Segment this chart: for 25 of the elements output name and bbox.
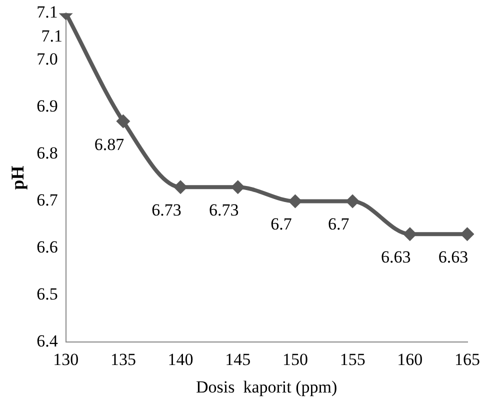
data-label: 6.7 <box>270 214 292 234</box>
x-tick-label: 145 <box>225 350 251 369</box>
y-tick-label: 6.4 <box>36 332 58 351</box>
x-tick-label: 160 <box>397 350 423 369</box>
data-label: 6.73 <box>152 200 182 220</box>
x-tick-label: 130 <box>53 350 79 369</box>
x-tick-label: 135 <box>110 350 136 369</box>
x-tick-label: 165 <box>454 350 480 369</box>
data-label: 6.63 <box>438 248 468 267</box>
x-tick-label: 155 <box>340 350 366 369</box>
y-tick-label: 6.5 <box>36 284 58 304</box>
y-tick-label: 6.8 <box>36 144 58 163</box>
x-axis-title: Dosis kaporit (ppm) <box>196 377 338 396</box>
y-axis-title: pH <box>7 166 28 190</box>
x-tick-label: 150 <box>282 350 308 369</box>
data-label: 6.87 <box>94 134 125 154</box>
y-tick-label: 6.6 <box>36 238 58 257</box>
data-label: 6.63 <box>381 248 411 267</box>
y-tick-label: 6.7 <box>36 190 58 210</box>
data-label: 6.73 <box>209 200 239 220</box>
y-tick-label: 7.0 <box>36 50 58 69</box>
y-tick-label: 7.1 <box>36 2 58 22</box>
data-label: 6.7 <box>328 214 350 234</box>
x-tick-label: 140 <box>168 350 194 369</box>
y-tick-label: 6.9 <box>36 96 58 116</box>
